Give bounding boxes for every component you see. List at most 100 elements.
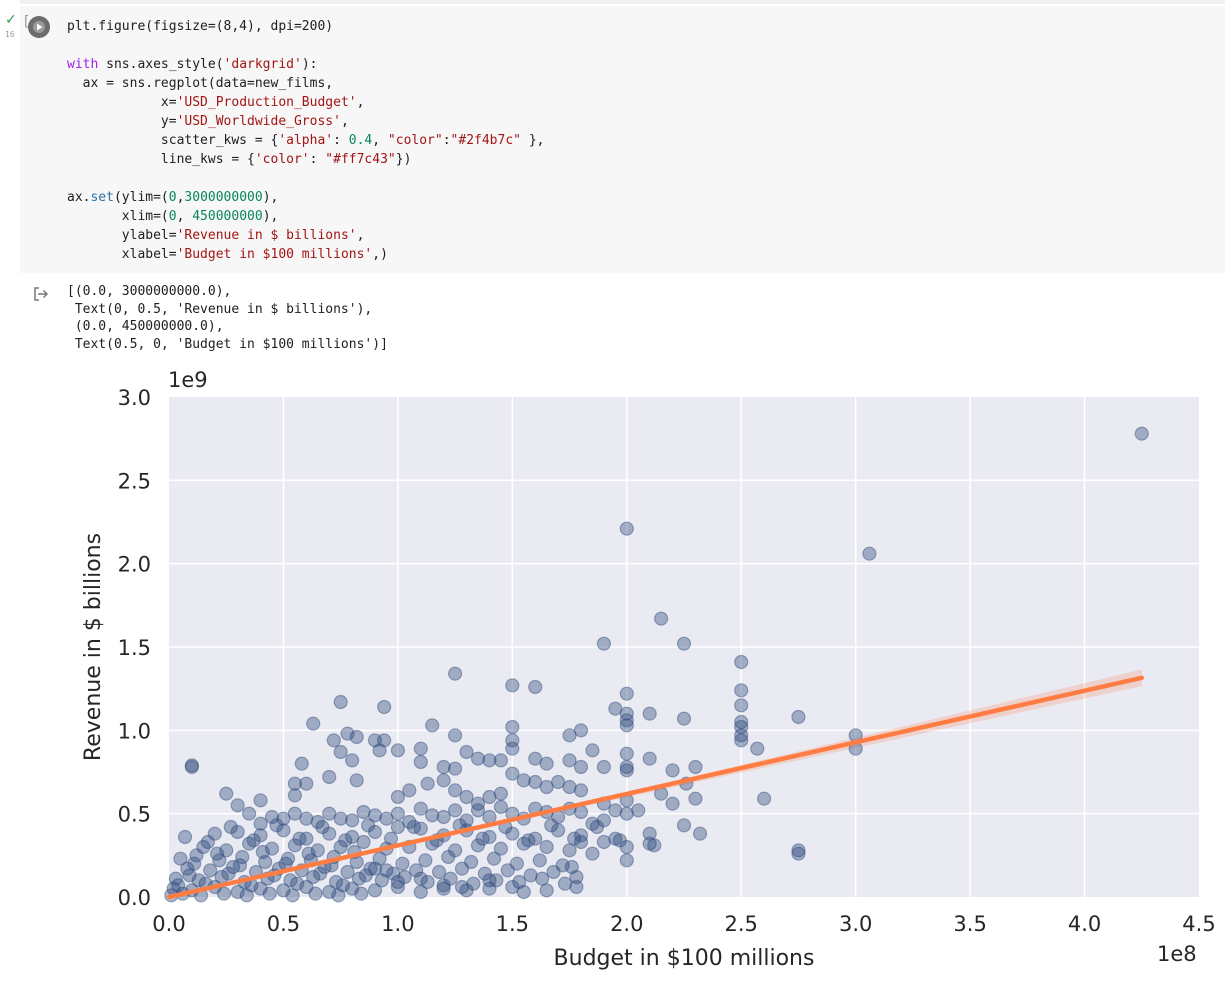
scatter-point [340, 864, 355, 880]
scatter-point [470, 803, 486, 818]
scatter-point [734, 654, 749, 670]
scatter-point [619, 718, 634, 733]
scatter-point [688, 759, 703, 775]
code-number: 3000000000 [184, 190, 263, 205]
scatter-point [322, 806, 337, 821]
output-arrow-icon[interactable] [33, 286, 49, 302]
code-text: , [340, 114, 349, 129]
scatter-point [246, 833, 261, 848]
scatter-point [356, 834, 371, 850]
code-function: set [90, 190, 114, 205]
code-text: , [356, 95, 365, 110]
scatter-point [734, 719, 749, 735]
code-cell[interactable] [20, 6, 1225, 273]
scatter-point [454, 861, 470, 876]
scatter-point [573, 828, 589, 843]
scatter-point [255, 844, 270, 860]
code-string: 'USD_Production_Budget' [176, 95, 357, 110]
scatter-point [383, 831, 399, 846]
scatter-point [539, 839, 554, 855]
scatter-point [191, 873, 206, 888]
output-line: [(0.0, 3000000000.0), [67, 284, 232, 299]
scatter-point [489, 873, 504, 888]
scatter-point [431, 864, 447, 880]
y-tick-label: 2.5 [118, 469, 151, 493]
scatter-point [253, 881, 268, 896]
code-editor[interactable]: plt.figure(figsize=(8,4), dpi=200) with … [67, 17, 544, 264]
scatter-point [283, 873, 298, 888]
scatter-point [239, 888, 254, 903]
scatter-point [516, 884, 531, 900]
scatter-point [654, 611, 669, 626]
scatter-point [647, 838, 662, 853]
scatter-point [528, 679, 543, 695]
scatter-point [534, 871, 550, 886]
code-keyword: with [67, 57, 99, 72]
scatter-point [413, 741, 428, 756]
scatter-point [608, 701, 623, 716]
cell-bracket: [ [22, 14, 31, 30]
scatter-point [287, 838, 302, 853]
scatter-point [335, 878, 351, 893]
scatter-point [219, 843, 234, 858]
scatter-point [555, 858, 570, 873]
scatter-point [608, 831, 623, 846]
scatter-point [665, 763, 680, 778]
code-text: }) [395, 152, 412, 167]
scatter-point [505, 766, 520, 781]
scatter-point [436, 809, 451, 825]
scatter-point [734, 683, 749, 698]
scatter-point [862, 546, 877, 561]
scatter-point [413, 754, 428, 770]
scatter-point [253, 828, 268, 843]
scatter-point [258, 854, 273, 870]
code-text: : [309, 152, 326, 167]
scatter-point [562, 779, 577, 795]
scatter-point [521, 833, 536, 848]
scatter-point [569, 869, 584, 885]
y-axis-label: Revenue in $ billions [81, 533, 106, 761]
code-text: scatter_kws = { [67, 133, 279, 148]
scatter-point [331, 888, 346, 903]
scatter-point [187, 856, 202, 871]
scatter-point [315, 819, 330, 835]
x-tick-label: 0.5 [267, 912, 300, 936]
scatter-point [367, 808, 383, 823]
code-line: ax = sns.regplot(data=new_films, [67, 76, 334, 91]
x-tick-label: 3.5 [953, 912, 986, 936]
code-text: , [176, 209, 193, 224]
scatter-point [436, 759, 451, 775]
scatter-point [290, 876, 305, 891]
scatter-point [189, 848, 204, 863]
scatter-point [420, 874, 435, 890]
code-string: 'Budget in $100 millions' [176, 247, 373, 262]
scatter-point [482, 881, 497, 896]
scatter-point [390, 819, 405, 835]
scatter-point [523, 868, 538, 883]
scatter-point [177, 829, 193, 845]
scatter-point [418, 853, 433, 868]
scatter-point [505, 733, 520, 748]
scatter-point [338, 833, 353, 848]
run-cell-button[interactable] [28, 16, 50, 38]
scatter-point [386, 866, 401, 881]
scatter-point [230, 798, 245, 813]
x-tick-label: 4.5 [1182, 912, 1215, 936]
scatter-point [470, 751, 486, 766]
scatter-point [310, 843, 325, 858]
scatter-point [734, 714, 749, 730]
scatter-point [470, 796, 486, 811]
scatter-point [505, 678, 520, 693]
scatter-point [390, 874, 405, 890]
scatter-point [539, 756, 554, 771]
scatter-point [276, 811, 291, 826]
code-text: sns.axes_style( [98, 57, 224, 72]
scatter-point [299, 776, 314, 791]
scatter-point [402, 783, 417, 798]
scatter-point [539, 779, 554, 795]
scatter-point [528, 751, 543, 766]
code-number: 450000000 [192, 209, 263, 224]
y-tick-label: 1.0 [118, 719, 151, 743]
scatter-point [692, 826, 708, 841]
scatter-point [232, 858, 248, 873]
